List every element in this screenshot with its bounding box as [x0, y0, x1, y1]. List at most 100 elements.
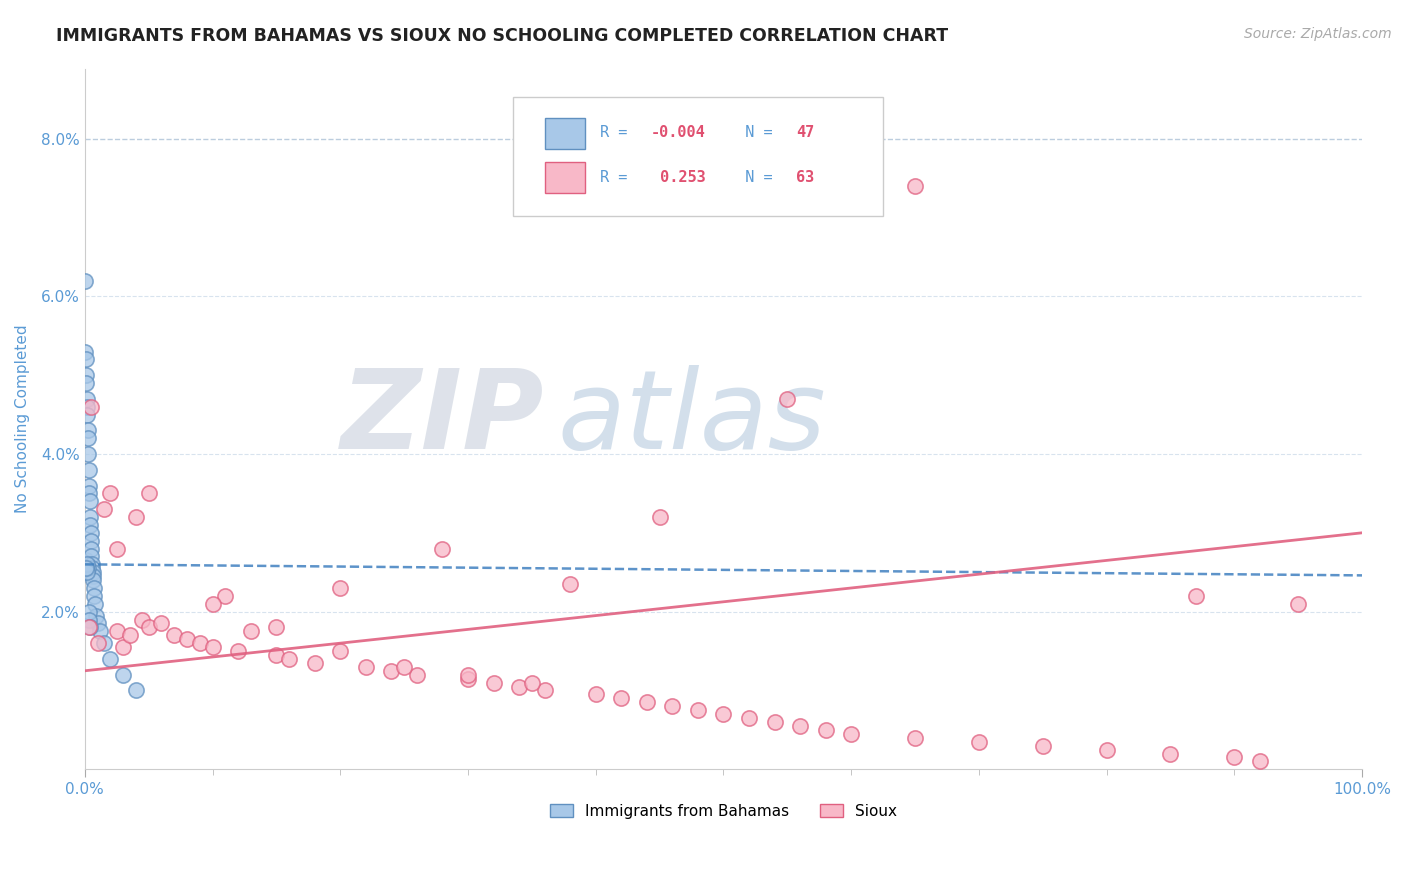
Point	[163, 628, 186, 642]
Point	[75, 274, 97, 288]
Text: N =: N =	[727, 126, 782, 141]
Point	[75, 561, 97, 575]
Point	[239, 624, 262, 639]
Point	[329, 644, 352, 658]
Point	[105, 541, 128, 556]
Point	[82, 561, 104, 575]
Point	[84, 597, 107, 611]
Point	[125, 510, 148, 524]
Point	[967, 735, 990, 749]
Legend: Immigrants from Bahamas, Sioux: Immigrants from Bahamas, Sioux	[544, 797, 903, 825]
Point	[76, 408, 98, 422]
Point	[77, 561, 100, 575]
Point	[201, 597, 224, 611]
Point	[1032, 739, 1054, 753]
Point	[188, 636, 211, 650]
Point	[138, 620, 160, 634]
Point	[79, 525, 101, 540]
Point	[763, 714, 786, 729]
Point	[77, 431, 100, 445]
Point	[100, 652, 122, 666]
Point	[77, 463, 100, 477]
Point	[80, 533, 103, 548]
Text: 47: 47	[796, 126, 814, 141]
Point	[266, 620, 288, 634]
Point	[304, 656, 326, 670]
Point	[131, 613, 153, 627]
Text: atlas: atlas	[557, 366, 825, 473]
Point	[82, 573, 104, 587]
Point	[76, 423, 98, 437]
Point	[776, 392, 799, 406]
Point	[278, 652, 301, 666]
Point	[904, 731, 927, 745]
Text: ZIP: ZIP	[342, 366, 544, 473]
Point	[79, 510, 101, 524]
Y-axis label: No Schooling Completed: No Schooling Completed	[15, 325, 30, 513]
Point	[75, 553, 97, 567]
Text: 63: 63	[796, 169, 814, 185]
Point	[560, 577, 582, 591]
Point	[648, 510, 671, 524]
Point	[1185, 589, 1208, 603]
Text: R =: R =	[599, 126, 636, 141]
Point	[1095, 742, 1118, 756]
Point	[89, 624, 111, 639]
Point	[406, 667, 429, 681]
Point	[75, 558, 97, 572]
Point	[118, 628, 141, 642]
Point	[76, 400, 98, 414]
Point	[76, 566, 98, 580]
Point	[508, 680, 530, 694]
Point	[214, 589, 236, 603]
Point	[80, 558, 103, 572]
Point	[80, 549, 103, 564]
Point	[380, 664, 402, 678]
Point	[738, 711, 761, 725]
Point	[1223, 750, 1246, 764]
Point	[585, 687, 607, 701]
Point	[79, 517, 101, 532]
Point	[713, 707, 735, 722]
Point	[100, 486, 122, 500]
Text: IMMIGRANTS FROM BAHAMAS VS SIOUX NO SCHOOLING COMPLETED CORRELATION CHART: IMMIGRANTS FROM BAHAMAS VS SIOUX NO SCHO…	[56, 27, 949, 45]
Point	[76, 392, 98, 406]
Point	[79, 486, 101, 500]
Point	[83, 581, 105, 595]
Point	[76, 558, 98, 572]
Point	[814, 723, 837, 737]
Point	[266, 648, 288, 662]
Point	[75, 352, 97, 367]
Point	[125, 683, 148, 698]
Point	[79, 620, 101, 634]
Point	[482, 675, 505, 690]
Point	[77, 620, 100, 634]
Point	[661, 699, 683, 714]
Point	[79, 613, 101, 627]
Point	[82, 569, 104, 583]
Point	[82, 566, 104, 580]
Point	[75, 376, 97, 390]
Point	[839, 727, 862, 741]
Point	[636, 695, 658, 709]
Point	[201, 640, 224, 654]
Point	[226, 644, 249, 658]
Point	[93, 636, 115, 650]
Point	[77, 478, 100, 492]
Text: -0.004: -0.004	[651, 126, 706, 141]
Text: R =: R =	[599, 169, 636, 185]
Point	[789, 719, 811, 733]
Text: 0.253: 0.253	[651, 169, 706, 185]
Point	[86, 616, 108, 631]
Point	[1159, 747, 1181, 761]
Point	[432, 541, 454, 556]
Point	[105, 624, 128, 639]
Bar	[544, 161, 585, 194]
Point	[112, 667, 135, 681]
Point	[138, 486, 160, 500]
Point	[1249, 755, 1271, 769]
Point	[354, 660, 377, 674]
Point	[76, 566, 98, 580]
FancyBboxPatch shape	[513, 96, 883, 216]
Point	[112, 640, 135, 654]
